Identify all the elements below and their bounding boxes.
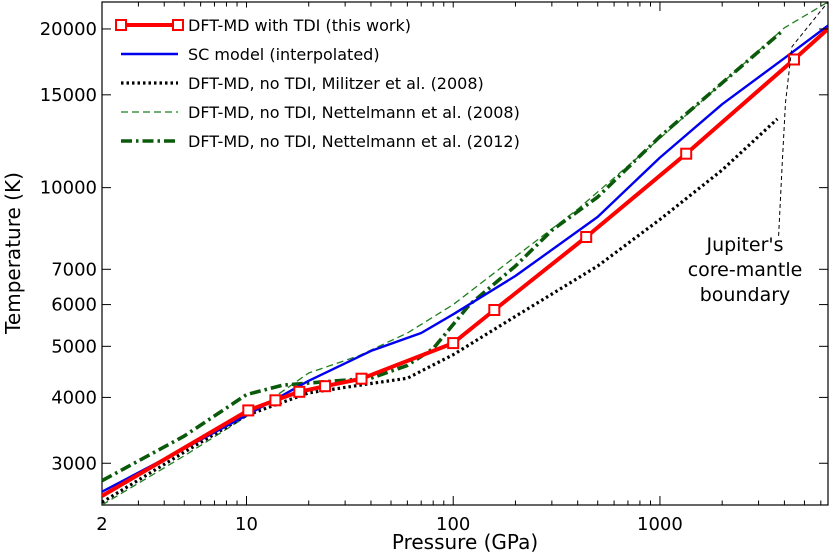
legend-label-0: DFT-MD with TDI (this work) [188,16,411,35]
core-mantle-boundary-line [778,2,828,236]
series-marker-0-8 [680,147,693,160]
series-marker-0-1 [269,394,282,407]
series-marker-0-4 [355,372,368,385]
ticks-layer: 2 10 100 1000 3000 4000 5000 6000 7000 10000 15000… [40,2,828,535]
annotation-line-1: Jupiter's [705,234,783,256]
y-tick-label-0: 3000 [51,453,97,474]
y-tick-label-7: 20000 [40,19,97,40]
series-marker-0-3 [319,380,332,393]
series-marker-0-2 [293,385,306,398]
x-tick-label-2: 100 [436,514,470,535]
y-tick-label-5: 10000 [40,178,97,199]
y-tick-label-3: 6000 [51,295,97,316]
y-tick-label-6: 15000 [40,85,97,106]
y-tick-label-4: 7000 [51,259,97,280]
legend-frame [111,7,603,159]
series-marker-0-0 [242,404,255,417]
series-marker-0-7 [580,231,593,243]
y-tick-label-2: 5000 [51,336,97,357]
series-line-2 [102,117,779,504]
legend-marker-0-0 [115,19,127,31]
annotation-line-3: boundary [700,284,791,306]
annotation: Jupiter's core-mantle boundary [688,234,803,306]
legend-label-4: DFT-MD, no TDI, Nettelmann et al. (2012) [188,132,520,151]
series-marker-0-6 [488,304,501,316]
legend: DFT-MD with TDI (this work) SC model (int… [111,7,603,159]
legend-label-1: SC model (interpolated) [188,45,380,64]
plot-frame [101,1,829,506]
legend-label-2: DFT-MD, no TDI, Militzer et al. (2008) [188,74,484,93]
x-tick-label-3: 1000 [637,514,683,535]
series-layer [102,2,828,505]
legend-marker-0-1 [172,19,184,31]
x-tick-label-0: 2 [96,514,107,535]
legend-items: DFT-MD with TDI (this work) SC model (int… [115,16,520,151]
series-marker-0-9 [788,53,800,66]
y-tick-label-1: 4000 [51,387,97,408]
plot-area-group: 2 10 100 1000 3000 4000 5000 6000 7000 10000 15000… [40,1,829,535]
annotation-line-2: core-mantle [688,259,803,281]
series-marker-0-5 [447,337,460,350]
legend-label-3: DFT-MD, no TDI, Nettelmann et al. (2008) [188,103,520,122]
series-line-4 [102,29,784,483]
x-axis-label: Pressure (GPa) [392,530,538,553]
y-axis-label: Temperature (K) [1,172,25,335]
x-tick-label-1: 10 [235,514,258,535]
